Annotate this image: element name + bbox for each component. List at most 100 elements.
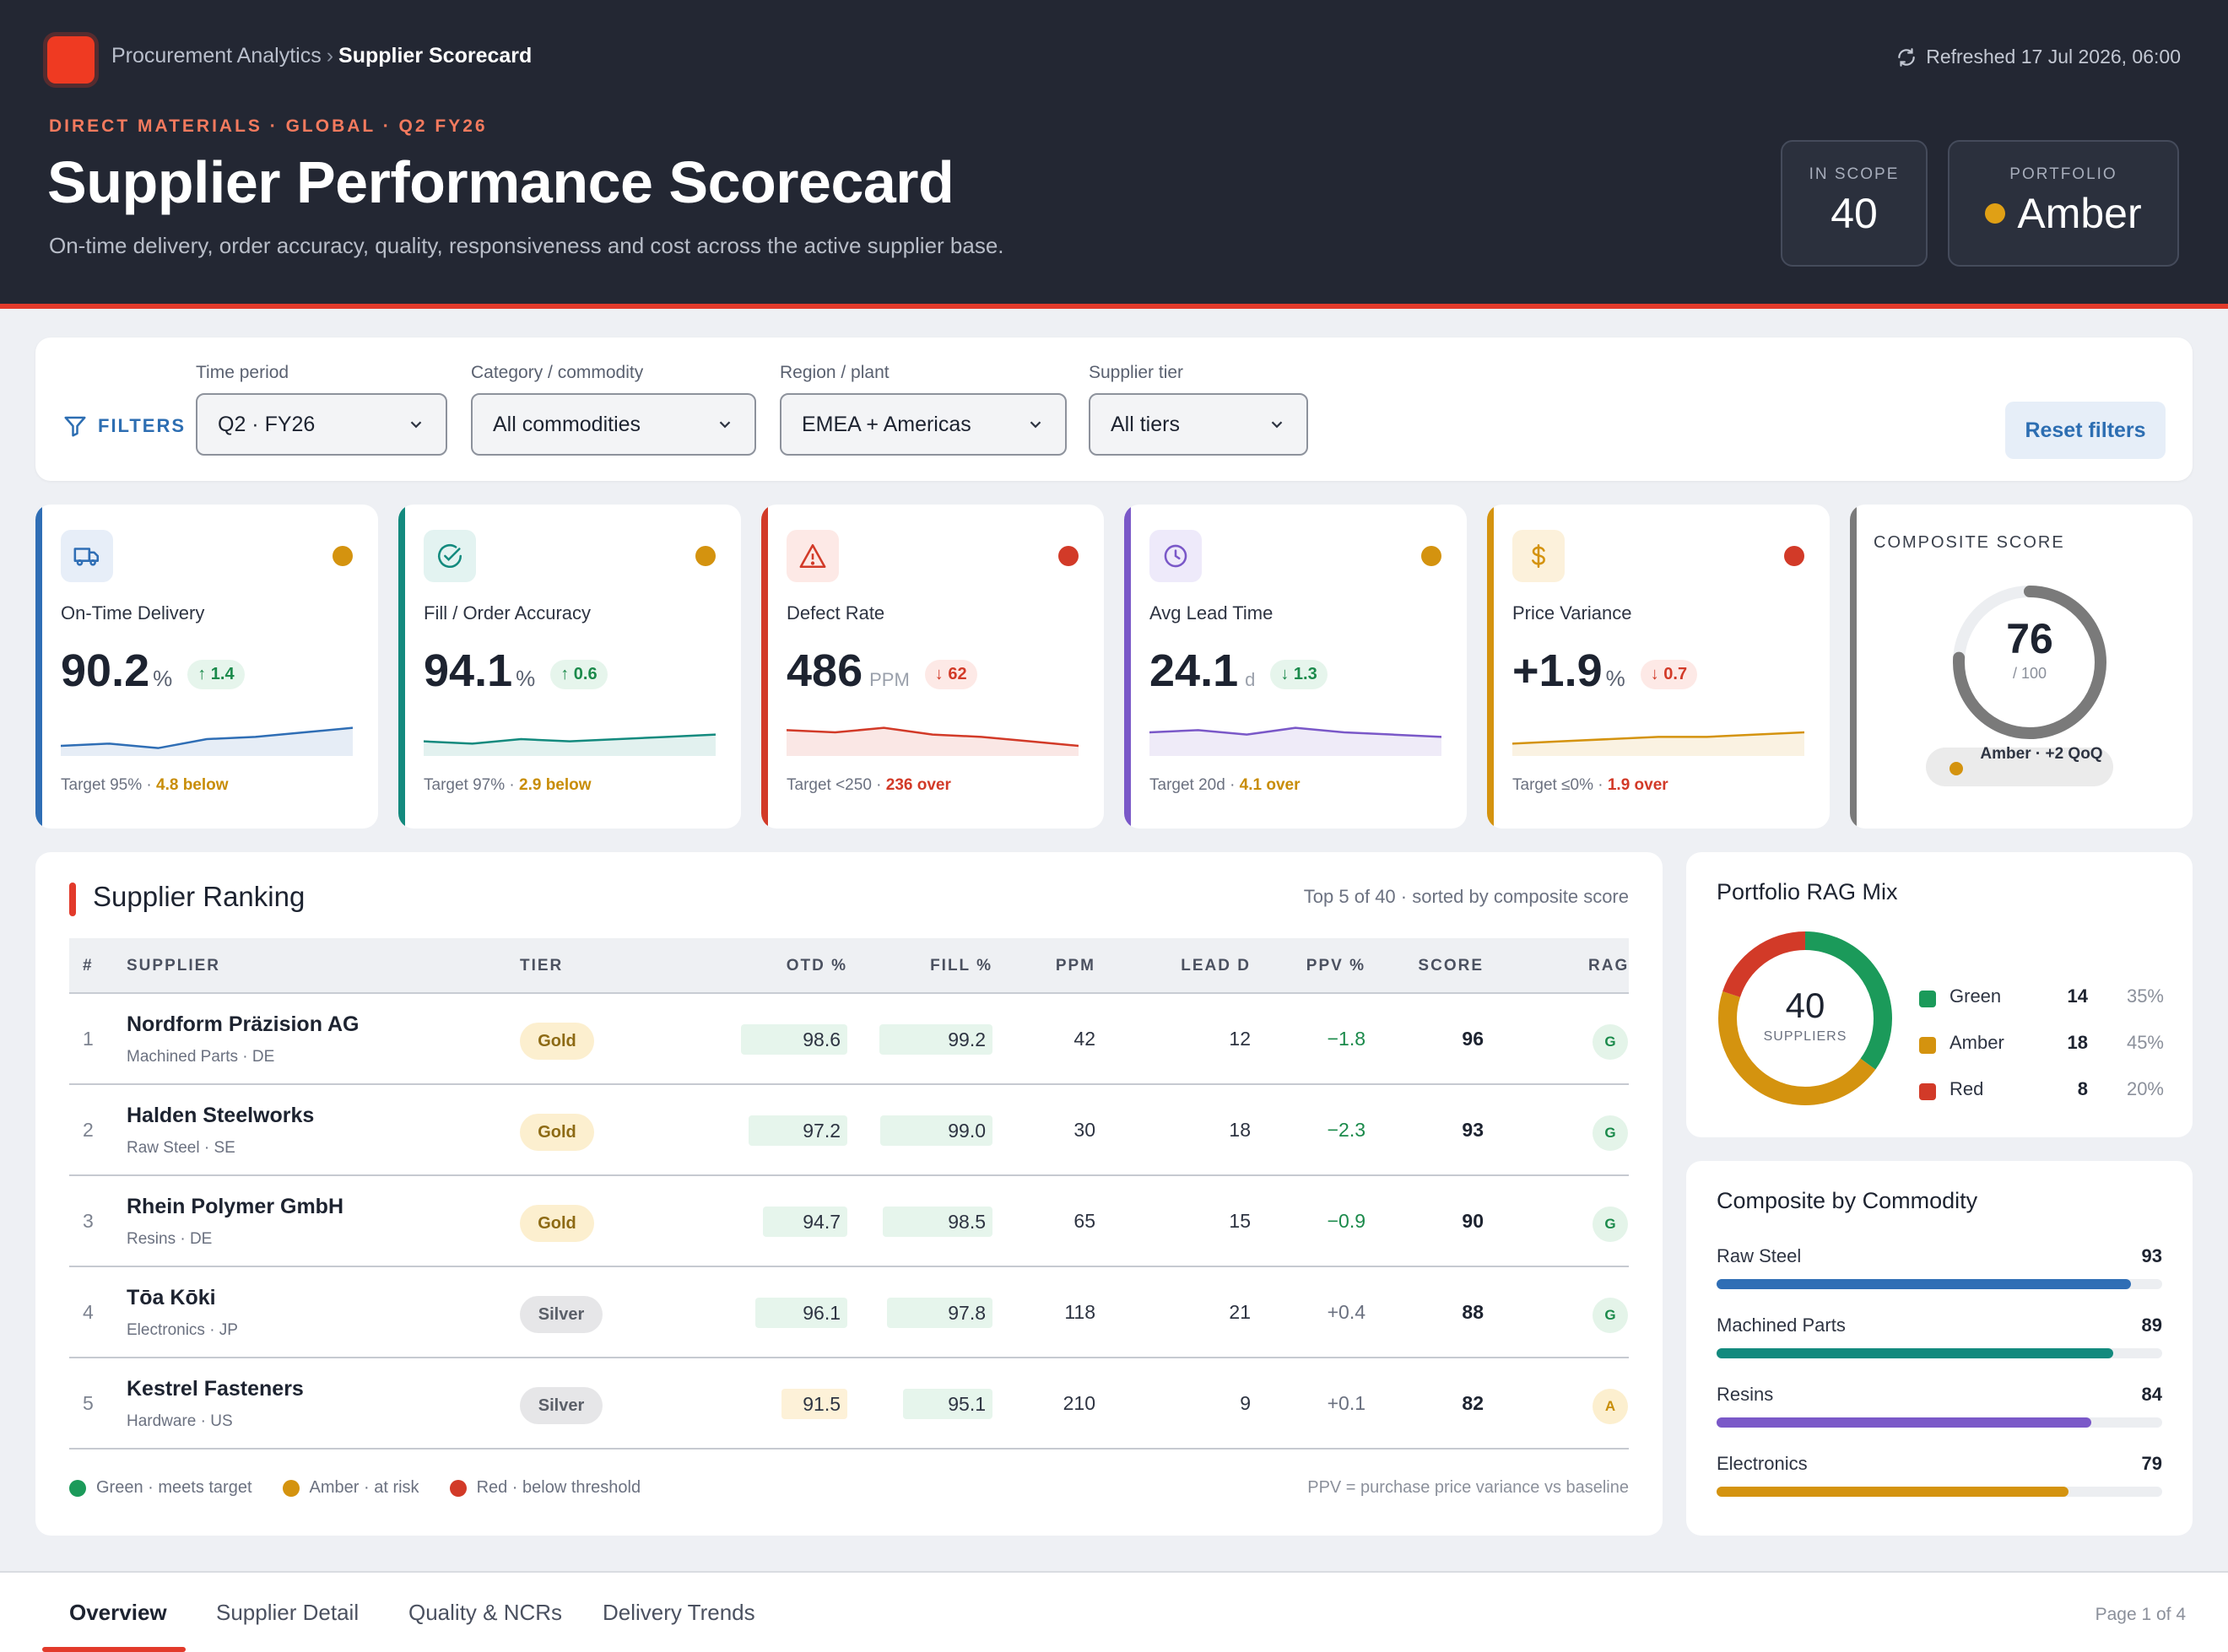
reset-filters-button[interactable]: Reset filters (2005, 402, 2166, 459)
column-header-otd[interactable]: OTD % (786, 957, 847, 974)
column-header-fill[interactable]: FILL % (930, 957, 992, 974)
in-scope-value: 40 (1831, 190, 1878, 237)
score-cell: 96 (1462, 1028, 1484, 1050)
supplier-meta: Resins · DE (127, 1230, 213, 1248)
column-header-lead[interactable]: LEAD D (1181, 957, 1251, 974)
commodity-score: 84 (2141, 1384, 2162, 1405)
kpi-sparkline (1512, 731, 1804, 756)
table-row[interactable]: 1 Nordform Präzision AG Machined Parts · D… (69, 994, 1629, 1085)
sparkline-area (1512, 732, 1804, 756)
kpi-value: 486 (787, 645, 863, 696)
supplier-name[interactable]: Halden Steelworks (127, 1104, 315, 1127)
tier-filter: Supplier tier All tiers (1089, 363, 1308, 456)
ppm-cell: 42 (1073, 1028, 1095, 1050)
composite-score-denominator: / 100 (2012, 665, 2047, 682)
tab-overview[interactable]: Overview (69, 1600, 167, 1625)
kpi-card-price-variance[interactable]: Price Variance +1.9% ↓ 0.7 Target ≤0% · 1… (1487, 505, 1830, 829)
breadcrumb-current: Supplier Scorecard (338, 44, 533, 67)
rag-mix-percent: 35% (2126, 985, 2164, 1007)
sparkline-line (1512, 731, 1804, 745)
refresh-status[interactable]: Refreshed 17 Jul 2026, 06:00 (1895, 46, 2181, 68)
column-header-ppm[interactable]: PPM (1055, 957, 1095, 974)
composite-gauge (1953, 586, 2106, 739)
kpi-gap: 4.8 below (156, 776, 229, 794)
chevron-down-icon (1271, 421, 1283, 429)
table-row[interactable]: 5 Kestrel Fasteners Hardware · US Silver 91.… (69, 1358, 1629, 1450)
time-period-select[interactable]: Q2 · FY26 (196, 393, 447, 456)
kpi-unit: d (1245, 669, 1256, 690)
kpi-accent-bar (1124, 505, 1131, 829)
tier-badge: Gold (520, 1023, 594, 1060)
page-title: Supplier Performance Scorecard (47, 149, 954, 215)
lead-cell: 21 (1229, 1301, 1251, 1323)
tab-quality-ncrs[interactable]: Quality & NCRs (408, 1600, 563, 1625)
portfolio-label: PORTFOLIO (2009, 165, 2117, 183)
column-header-rank[interactable]: # (83, 957, 94, 974)
kpi-card-lead-time[interactable]: Avg Lead Time 24.1 d ↓ 1.3 Target 20d · 4.… (1124, 505, 1467, 829)
kpi-card-defect-rate[interactable]: Defect Rate 486 PPM ↓ 62 Target <250 · 236… (761, 505, 1104, 829)
kpi-target: Target ≤0% · 1.9 over (1512, 776, 1668, 795)
tab-supplier-detail[interactable]: Supplier Detail (216, 1600, 360, 1625)
kpi-target: Target <250 · 236 over (787, 776, 951, 795)
kpi-accent-bar (761, 505, 768, 829)
table-row[interactable]: 2 Halden Steelworks Raw Steel · SE Gold 97.2… (69, 1085, 1629, 1176)
kpi-unit: % (1605, 666, 1625, 691)
table-row[interactable]: 4 Tōa Kōki Electronics · JP Silver 96.1 97.8 1… (69, 1267, 1629, 1358)
kpi-value: +1.9 (1512, 645, 1603, 696)
breadcrumb-separator: › (326, 44, 334, 67)
composite-title: COMPOSITE SCORE (1874, 533, 2065, 552)
supplier-name[interactable]: Nordform Präzision AG (127, 1012, 360, 1036)
kpi-rag-dot (1058, 546, 1079, 566)
rag-mix-count: 14 (2067, 985, 2088, 1007)
kpi-accent-bar (398, 505, 405, 829)
table-row[interactable]: 3 Rhein Polymer GmbH Resins · DE Gold 94.7 98… (69, 1176, 1629, 1267)
bottom-tab-bar: Overview Supplier Detail Quality & NCRs … (0, 1571, 2228, 1652)
commodity-name: Electronics (1717, 1453, 1808, 1474)
commodity-score: 79 (2141, 1453, 2162, 1474)
rag-mix-percent: 45% (2126, 1032, 2164, 1053)
kpi-target: Target 97% · 2.9 below (424, 776, 592, 795)
column-header-ppv[interactable]: PPV % (1306, 957, 1365, 974)
otd-cell: 97.2 (749, 1115, 847, 1146)
app-logo[interactable] (47, 36, 95, 84)
otd-cell: 91.5 (781, 1389, 847, 1419)
breadcrumb-parent[interactable]: Procurement Analytics (111, 44, 322, 67)
column-header-supplier[interactable]: SUPPLIER (127, 957, 221, 974)
gauge-arc (1953, 586, 2106, 739)
column-header-rag[interactable]: RAG (1588, 957, 1630, 974)
rag-mix-name: Amber (1950, 1032, 2004, 1053)
rag-mix-row-green: Green 14 35% (1919, 985, 2164, 1011)
column-header-score[interactable]: SCORE (1418, 957, 1484, 974)
ppv-cell: −0.9 (1327, 1210, 1365, 1232)
kpi-target-text: Target 95% · (61, 776, 156, 794)
kpi-target-text: Target ≤0% · (1512, 776, 1608, 794)
commodity-bar-track (1717, 1417, 2162, 1428)
score-cell: 88 (1462, 1301, 1484, 1323)
tier-select[interactable]: All tiers (1089, 393, 1308, 456)
supplier-name[interactable]: Rhein Polymer GmbH (127, 1195, 343, 1218)
legend-green-label: Green · meets target (96, 1478, 252, 1497)
kpi-card-on-time-delivery[interactable]: On-Time Delivery 90.2% ↑ 1.4 Target 95% ·… (35, 505, 378, 829)
legend-red: Red · below threshold (449, 1478, 641, 1498)
tab-delivery-trends[interactable]: Delivery Trends (603, 1600, 755, 1625)
kpi-target: Target 20d · 4.1 over (1149, 776, 1301, 795)
kpi-gap: 236 over (885, 776, 951, 794)
supplier-name[interactable]: Tōa Kōki (127, 1286, 216, 1309)
category-select[interactable]: All commodities (471, 393, 756, 456)
rag-badge: G (1593, 1115, 1628, 1151)
rag-mix-name: Green (1950, 985, 2002, 1007)
region-select[interactable]: EMEA + Americas (780, 393, 1067, 456)
scope-eyebrow: DIRECT MATERIALS · GLOBAL · Q2 FY26 (49, 116, 488, 136)
kpi-delta-badge: ↓ 0.7 (1640, 660, 1698, 689)
supplier-name[interactable]: Kestrel Fasteners (127, 1377, 304, 1401)
commodity-name: Machined Parts (1717, 1315, 1846, 1336)
kpi-label: Price Variance (1512, 602, 1632, 624)
composite-score-card[interactable]: COMPOSITE SCORE 76 / 100 Amber · +2 QoQ (1850, 505, 2193, 829)
chevron-down-icon (410, 421, 422, 429)
refresh-icon[interactable] (1895, 46, 1917, 68)
page-indicator: Page 1 of 4 (2095, 1605, 2186, 1624)
column-header-tier[interactable]: TIER (520, 957, 564, 974)
kpi-target-text: Target 97% · (424, 776, 519, 794)
kpi-card-fill-accuracy[interactable]: Fill / Order Accuracy 94.1% ↑ 0.6 Target … (398, 505, 741, 829)
rag-badge: G (1593, 1024, 1628, 1060)
